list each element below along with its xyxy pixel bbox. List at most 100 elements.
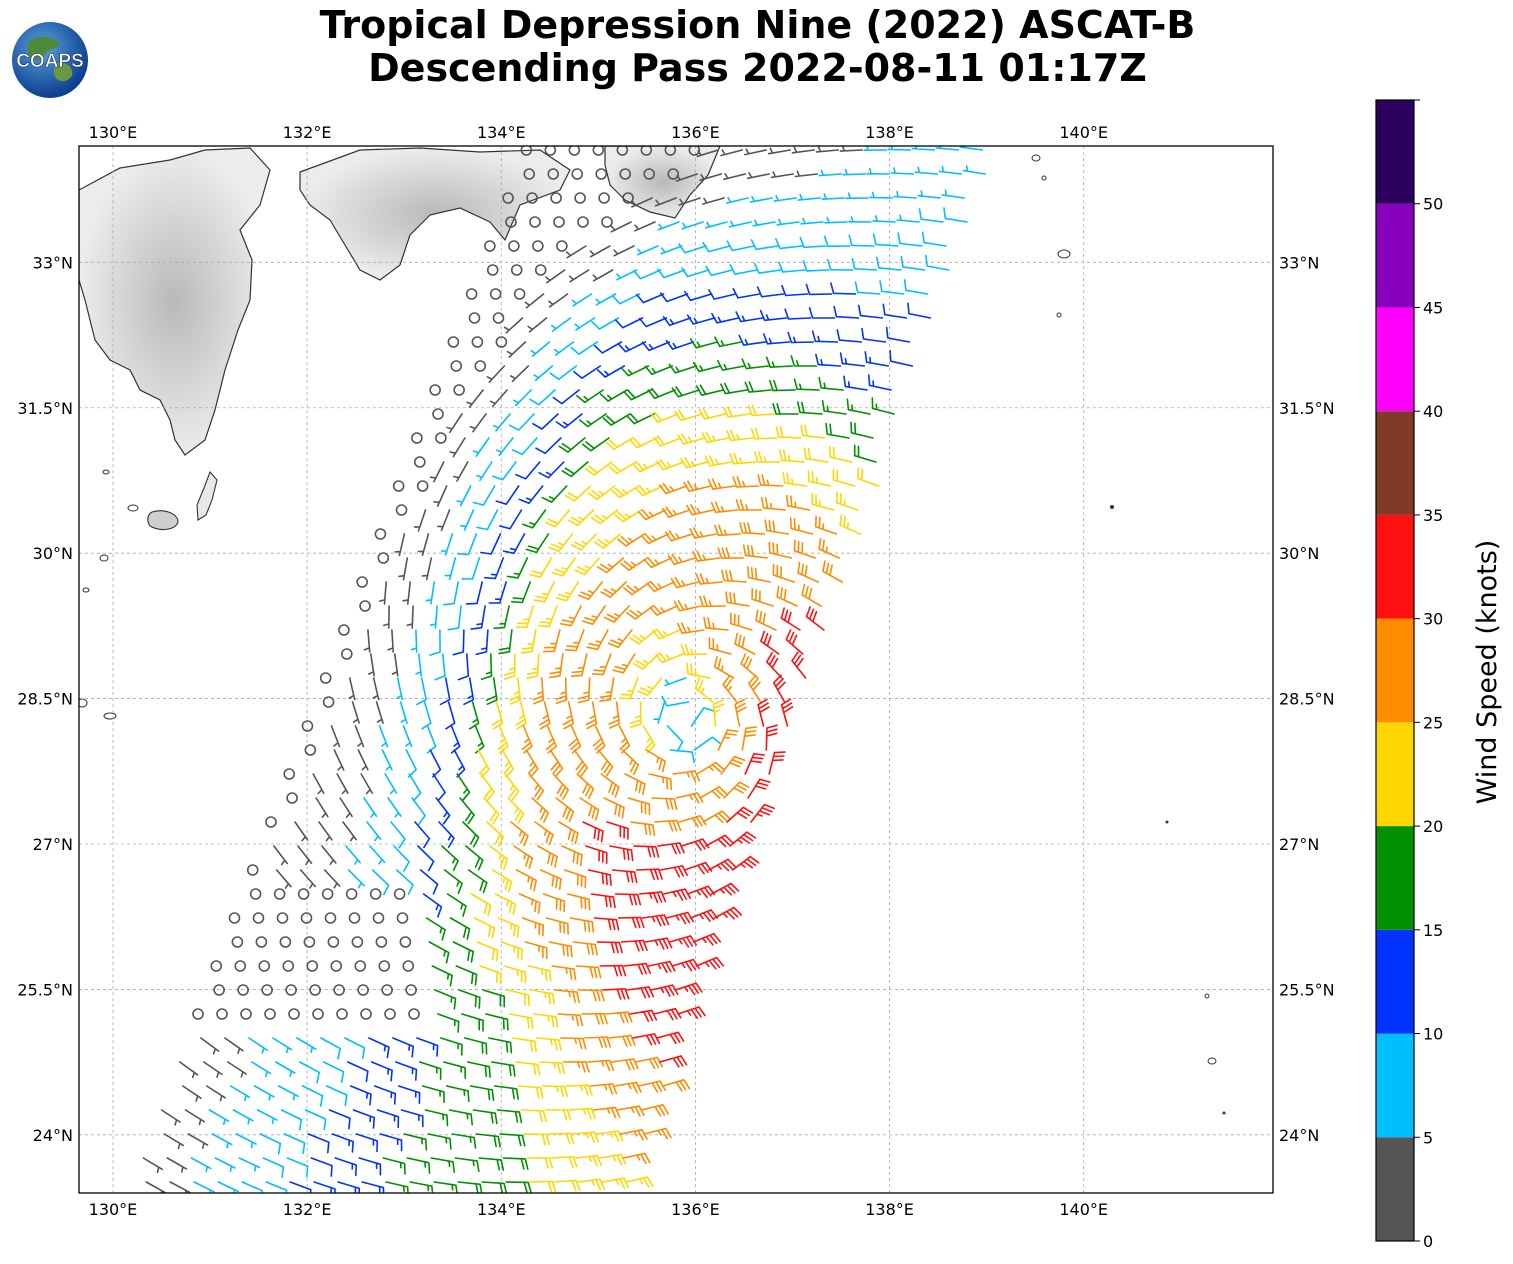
wind-barb-calm [622, 192, 634, 204]
wind-barb [358, 1157, 382, 1176]
wind-barb [433, 485, 448, 507]
wind-barb [671, 958, 700, 972]
wind-barb [430, 1157, 455, 1173]
wind-barb [742, 544, 769, 559]
wind-barb [454, 1157, 480, 1172]
wind-barb [526, 653, 540, 680]
colorbar-bin [1376, 203, 1414, 308]
wind-barb [539, 869, 562, 890]
wind-barb [383, 605, 390, 629]
wind-barb [502, 533, 526, 555]
wind-barb [678, 243, 707, 254]
wind-barb [304, 1109, 327, 1131]
wind-barb [646, 581, 675, 593]
wind-barb [780, 698, 794, 727]
wind-barb [485, 1013, 509, 1031]
wind-barb [653, 1007, 682, 1021]
wind-barb [617, 341, 647, 353]
wind-barb [776, 585, 798, 607]
wind-barb-calm [502, 192, 514, 204]
lat-tick-label-left: 24°N [33, 1126, 73, 1145]
wind-barb [275, 1061, 296, 1077]
wind-barb [695, 573, 723, 585]
wind-barb [482, 989, 505, 1008]
wind-barb [701, 431, 730, 444]
wind-barb [657, 268, 686, 279]
wind-barb [344, 1037, 366, 1059]
wind-barb [889, 349, 914, 367]
wind-barb [656, 1031, 685, 1045]
wind-barb [729, 831, 757, 847]
wind-barb [347, 1061, 369, 1083]
wind-barb [643, 557, 673, 569]
wind-barb [503, 965, 527, 984]
wind-barb-calm [321, 888, 334, 900]
wind-barb [608, 461, 637, 475]
wind-barb [684, 290, 713, 302]
wind-barb [619, 677, 639, 700]
wind-barb [752, 219, 776, 227]
wind-barb [805, 606, 825, 631]
wind-barb [751, 588, 774, 607]
wind-barb [714, 336, 743, 348]
wind-barb [661, 1079, 691, 1092]
colorbar-bin [1376, 1033, 1414, 1138]
wind-barb [757, 698, 770, 727]
wind-barb [211, 1133, 233, 1149]
wind-barb [435, 797, 451, 825]
wind-barb [589, 1083, 618, 1095]
logo-text: COAPS [16, 51, 84, 72]
wind-barb [564, 485, 592, 502]
wind-barb [530, 341, 551, 357]
wind-barb [373, 1085, 397, 1105]
wind-barb-calm [285, 984, 297, 996]
wind-barb [527, 965, 552, 982]
wind-barb [900, 255, 926, 271]
wind-barb [872, 215, 896, 223]
wind-barb [725, 196, 749, 204]
wind-barb [535, 437, 562, 455]
wind-barb [521, 917, 545, 937]
wind-barb [523, 1133, 550, 1146]
wind-barb [766, 652, 783, 679]
wind-barb [384, 773, 398, 795]
wind-barb [265, 1181, 288, 1193]
wind-barb [491, 1061, 516, 1077]
wind-barb [574, 1154, 602, 1167]
wind-barb [791, 146, 816, 154]
wind-barb-calm [338, 624, 350, 636]
lon-tick-label-bottom: 140°E [1059, 1200, 1108, 1219]
wind-barb [935, 146, 960, 151]
wind-barb [557, 1013, 584, 1027]
wind-barb [429, 749, 442, 778]
wind-barb [776, 218, 800, 226]
wind-barb [699, 595, 726, 608]
wind-barb [347, 869, 365, 889]
wind-barb-calm [301, 720, 314, 732]
wind-barb-calm [435, 432, 447, 444]
wind-barb [824, 216, 848, 224]
wind-barb [632, 653, 660, 670]
wind-barb [509, 677, 522, 705]
wind-barb [643, 1127, 672, 1140]
wind-barb [323, 1061, 345, 1083]
wind-barb-calm [356, 576, 368, 588]
wind-barb [169, 1181, 191, 1193]
wind-barb [784, 308, 812, 320]
wind-barb [644, 937, 673, 950]
wind-barb [411, 797, 426, 825]
wind-barb [548, 653, 564, 679]
wind-barb [635, 293, 665, 304]
wind-barb [896, 214, 920, 223]
wind-barb [768, 751, 786, 775]
wind-barb [476, 509, 499, 531]
wind-barb [750, 239, 779, 251]
colorbar-ticks: 0 5 10 15 20 25 30 35 40 45 50 [1414, 99, 1443, 1251]
wind-barb [163, 1133, 184, 1150]
wind-barb [526, 1157, 554, 1169]
wind-barb [815, 146, 840, 153]
wind-barb [515, 869, 537, 892]
wind-barb [437, 1013, 460, 1033]
wind-barb [541, 485, 568, 503]
wind-barb [760, 496, 787, 511]
